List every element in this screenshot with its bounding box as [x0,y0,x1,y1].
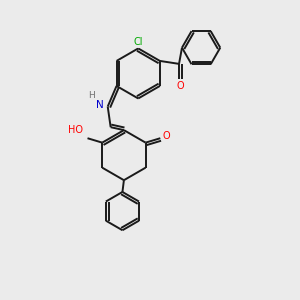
Text: O: O [163,131,171,141]
Text: HO: HO [68,125,83,135]
Text: N: N [96,100,103,110]
Text: Cl: Cl [134,37,143,47]
Text: O: O [177,81,184,91]
Text: H: H [88,91,95,100]
